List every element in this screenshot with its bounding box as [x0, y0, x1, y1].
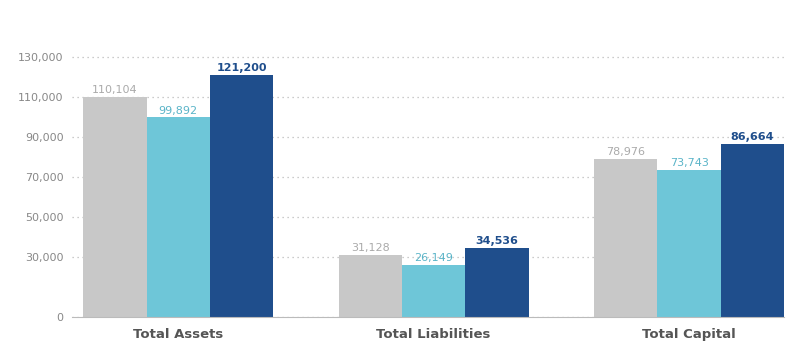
Bar: [210, 75, 273, 317]
Bar: [658, 170, 721, 317]
Text: 31,128: 31,128: [351, 243, 390, 253]
Text: 99,892: 99,892: [158, 106, 198, 116]
Bar: [83, 97, 146, 317]
Bar: [338, 255, 402, 317]
Bar: [146, 117, 210, 317]
Text: 110,104: 110,104: [92, 85, 138, 95]
Text: 26,149: 26,149: [414, 253, 453, 263]
Text: 34,536: 34,536: [475, 236, 518, 246]
Text: 78,976: 78,976: [606, 148, 646, 157]
Text: 73,743: 73,743: [670, 158, 709, 168]
Text: 86,664: 86,664: [730, 132, 774, 142]
Bar: [721, 144, 784, 317]
Bar: [466, 248, 529, 317]
Bar: [594, 159, 658, 317]
Text: 121,200: 121,200: [216, 63, 266, 73]
Bar: [402, 265, 466, 317]
